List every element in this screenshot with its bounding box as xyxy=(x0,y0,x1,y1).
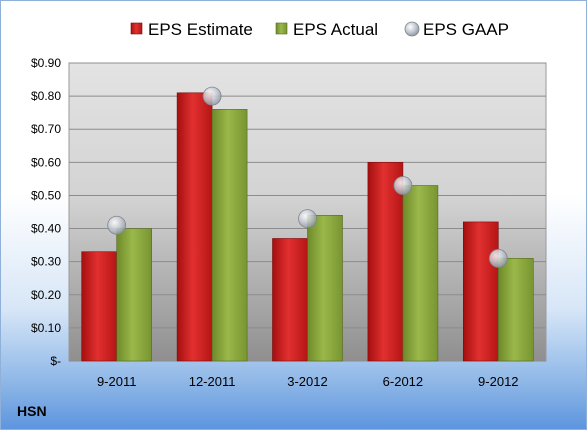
y-tick-label: $0.80 xyxy=(31,89,61,103)
marker-eps-gaap xyxy=(298,209,317,229)
legend-label: EPS Estimate xyxy=(148,20,253,39)
bars xyxy=(81,92,534,362)
chart-legend: EPS Estimate EPS Actual EPS GAAP xyxy=(130,20,509,39)
bar-eps-actual xyxy=(307,215,343,362)
legend-swatch xyxy=(404,21,420,37)
y-tick-label: $0.70 xyxy=(31,122,61,136)
y-tick-label: $0.20 xyxy=(31,288,61,302)
marker-eps-gaap xyxy=(202,86,222,106)
x-tick-label: 12-2011 xyxy=(189,374,236,389)
y-tick-label: $0.10 xyxy=(31,321,61,335)
bar-eps-estimate xyxy=(272,238,308,362)
x-tick-label: 3-2012 xyxy=(287,374,327,389)
company-ticker: HSN xyxy=(17,403,47,419)
legend-swatch xyxy=(275,22,288,35)
y-tick-label: $0.60 xyxy=(31,155,61,169)
legend-label: EPS GAAP xyxy=(423,20,509,39)
y-tick-label: $0.90 xyxy=(31,56,61,70)
y-tick-label: $0.30 xyxy=(31,255,61,269)
bar-eps-estimate xyxy=(367,162,404,362)
gaap-markers xyxy=(107,86,508,268)
y-axis: $- $0.10 $0.20 $0.30 $0.40 $0.50 $0.60 $0.70 $0.… xyxy=(31,56,61,368)
y-tick-label: $0.40 xyxy=(31,222,61,236)
bar-eps-estimate xyxy=(81,251,117,362)
bar-eps-estimate xyxy=(462,221,499,362)
bar-eps-actual xyxy=(116,228,152,362)
x-tick-label: 9-2012 xyxy=(478,374,518,389)
y-tick-label: $0.50 xyxy=(31,188,61,202)
bar-eps-actual xyxy=(211,109,248,362)
marker-eps-gaap xyxy=(393,176,413,195)
x-axis: 9-2011 12-2011 3-2012 6-2012 9-2012 xyxy=(97,374,519,389)
bar-eps-estimate xyxy=(176,92,213,362)
marker-eps-gaap xyxy=(488,248,508,268)
x-tick-label: 6-2012 xyxy=(383,374,423,389)
x-tick-label: 9-2011 xyxy=(97,374,137,389)
legend-label: EPS Actual xyxy=(293,20,378,39)
legend-swatch xyxy=(130,22,143,35)
bar-eps-actual xyxy=(402,185,439,362)
marker-eps-gaap xyxy=(107,215,127,235)
bar-eps-actual xyxy=(497,258,534,362)
y-tick-label: $- xyxy=(50,354,61,368)
